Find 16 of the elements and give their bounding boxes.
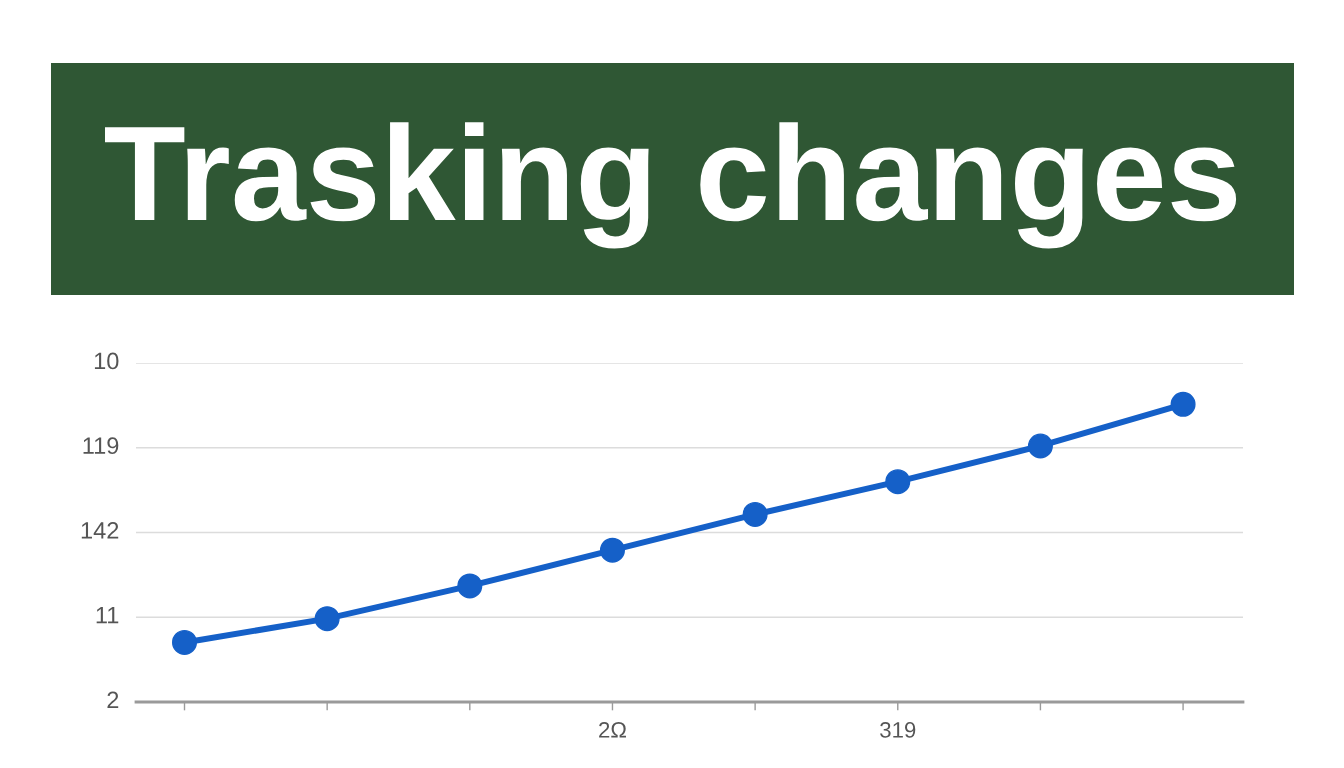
point (1027, 433, 1053, 459)
x-tick-label: 2Ω (599, 722, 626, 738)
point (742, 501, 768, 527)
x-tick-label: 319 (880, 722, 916, 738)
point (885, 469, 911, 495)
text: 10 (94, 352, 119, 370)
text: 119 (83, 437, 119, 455)
point (1170, 391, 1196, 417)
text: 2 (107, 691, 119, 709)
text: 142 (81, 522, 119, 539)
point (314, 606, 340, 632)
text: 11 (96, 607, 119, 624)
point (457, 573, 483, 599)
point (599, 537, 625, 563)
point (172, 629, 198, 655)
chart-title: Trasking changes (105, 122, 1237, 249)
